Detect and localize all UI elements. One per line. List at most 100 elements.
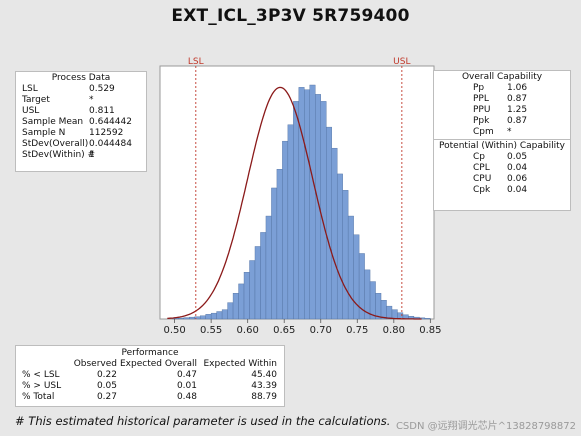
x-tick-label: 0.85: [419, 325, 441, 336]
performance-cell-label: % > USL: [22, 381, 62, 391]
performance-cell-expected-overall: 0.48: [176, 392, 197, 402]
overall-capability-value: 0.87: [507, 94, 528, 104]
histogram-bar: [380, 300, 387, 320]
histogram-bar: [298, 87, 305, 320]
histogram-bar: [293, 101, 300, 320]
performance-header: Performance: [121, 348, 179, 358]
histogram-bar: [260, 232, 267, 320]
spec-limit-lines: LSL USL: [188, 57, 411, 319]
potential-capability-row: CPL 0.04: [434, 163, 570, 174]
spec-label-lsl: LSL: [188, 57, 204, 67]
histogram-bar: [183, 317, 190, 320]
histogram-bar: [221, 309, 228, 320]
histogram-bar: [331, 147, 338, 320]
process-data-label: Target: [22, 95, 50, 105]
histogram-bar: [304, 89, 310, 320]
histogram-bar: [210, 312, 217, 320]
process-data-value: 0.529: [89, 84, 115, 94]
performance-cell-expected-within: 45.40: [251, 370, 277, 380]
process-data-row: StDev(Overall) 0.044484: [16, 139, 146, 150]
histogram-bar: [386, 305, 393, 320]
x-tick-label: 0.55: [200, 325, 222, 336]
process-data-label: StDev(Within) #: [22, 150, 96, 160]
performance-row: % Total 0.27 0.48 88.79: [16, 392, 284, 403]
panel-divider: [434, 139, 570, 140]
process-data-row: LSL 0.529: [16, 84, 146, 95]
normal-fit-curve: [167, 86, 422, 320]
histogram-bar: [347, 215, 354, 320]
performance-panel: Performance Observed Expected Overall Ex…: [15, 345, 285, 407]
histogram-bar: [238, 283, 245, 320]
potential-capability-value: 0.06: [507, 174, 528, 184]
process-data-label: LSL: [22, 84, 38, 94]
overall-capability-value: 0.87: [507, 116, 528, 126]
process-data-value: 112592: [89, 128, 124, 138]
potential-capability-row: CPU 0.06: [434, 174, 570, 185]
histogram-bar: [336, 173, 343, 320]
histogram-bar: [282, 140, 289, 320]
x-tick-label: 0.80: [383, 325, 405, 336]
performance-cell-label: % < LSL: [22, 370, 60, 380]
histogram-bar: [254, 246, 261, 320]
overall-capability-row: Cpm *: [434, 127, 570, 138]
potential-capability-header: Potential (Within) Capability: [439, 141, 565, 151]
histogram-bar: [342, 190, 349, 320]
overall-capability-header: Overall Capability: [461, 72, 543, 82]
process-data-panel: Process Data LSL 0.529 Target * USL 0.811 Samp…: [15, 71, 147, 172]
overall-capability-label: Pp: [473, 83, 485, 93]
performance-cell-expected-within: 43.39: [251, 381, 277, 391]
histogram-bar: [287, 124, 294, 320]
overall-capability-row: PPU 1.25: [434, 105, 570, 116]
potential-capability-value: 0.04: [507, 185, 528, 195]
histogram-bar: [271, 187, 278, 320]
histogram-bar: [249, 260, 256, 320]
overall-capability-row: PPL 0.87: [434, 94, 570, 105]
process-data-value: 0.811: [89, 106, 115, 116]
potential-capability-label: Cpk: [473, 185, 491, 195]
histogram-bar: [326, 126, 332, 320]
x-tick-label: 0.50: [163, 325, 185, 336]
histogram-bar: [309, 84, 316, 320]
performance-cell-expected-within: 88.79: [251, 392, 277, 402]
process-data-row: StDev(Within) #1: [16, 150, 146, 161]
process-data-header: Process Data: [51, 73, 111, 83]
process-data-row: Target *: [16, 95, 146, 106]
x-tick-label: 0.70: [310, 325, 332, 336]
histogram-bar: [424, 318, 431, 320]
histogram-bar: [178, 317, 184, 320]
histogram-bar: [189, 316, 195, 320]
process-data-value: 0.644442: [89, 117, 132, 127]
process-data-label: Sample N: [22, 128, 66, 138]
overall-capability-label: Ppk: [473, 116, 490, 126]
performance-cell-observed: 0.27: [96, 392, 117, 402]
histogram-bar: [375, 293, 382, 320]
histogram-bar: [243, 272, 250, 320]
watermark: CSDN @远翔调光芯片^13828798872: [395, 421, 576, 432]
process-data-label: Sample Mean: [22, 117, 84, 127]
overall-capability-value: *: [507, 127, 512, 137]
potential-capability-row: Cpk 0.04: [434, 185, 570, 196]
performance-cell-expected-overall: 0.01: [176, 381, 197, 391]
performance-col-observed: Observed: [73, 359, 117, 369]
potential-capability-label: CPU: [473, 174, 492, 184]
histogram-bar: [205, 314, 212, 320]
performance-column-headers: Observed Expected Overall Expected Withi…: [16, 359, 284, 370]
overall-capability-label: Cpm: [473, 127, 494, 137]
overall-capability-row: Ppk 0.87: [434, 116, 570, 127]
chart-title: EXT_ICL_3P3V 5R759400: [171, 6, 410, 26]
performance-col-expected-overall: Expected Overall: [119, 359, 197, 369]
histogram-bar: [391, 309, 398, 320]
process-data-row: USL 0.811: [16, 106, 146, 117]
fit-curve-line: [167, 86, 422, 320]
histogram-bar: [276, 169, 283, 320]
performance-row: % < LSL 0.22 0.47 45.40: [16, 370, 284, 381]
x-axis: 0.50 0.55 0.60 0.65 0.70 0.75 0.80 0.85: [163, 319, 441, 336]
histogram-bar: [199, 315, 206, 320]
potential-capability-value: 0.04: [507, 163, 528, 173]
histogram-bar: [227, 302, 234, 320]
overall-capability-label: PPL: [473, 94, 489, 104]
performance-col-expected-within: Expected Within: [203, 359, 278, 369]
overall-capability-value: 1.25: [507, 105, 528, 115]
process-data-label: USL: [22, 106, 40, 116]
histogram-bar: [320, 101, 327, 320]
